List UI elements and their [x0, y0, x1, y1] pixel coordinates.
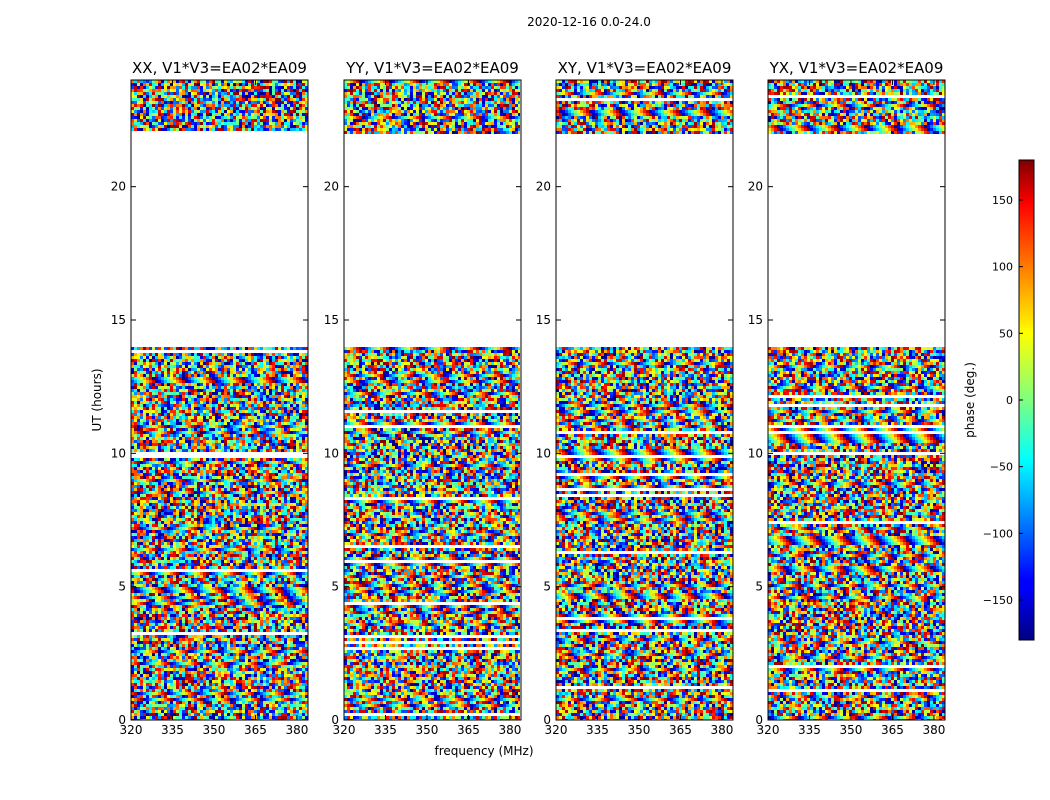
x-tick-label: 365	[457, 723, 480, 737]
colorbar-tick-label: −150	[983, 594, 1013, 607]
panel-title: YY, V1*V3=EA02*EA09	[345, 59, 519, 77]
x-tick-label: 350	[628, 723, 651, 737]
y-tick-label: 20	[111, 180, 126, 194]
colorbar-tick-label: 50	[999, 327, 1013, 340]
panel-1: YY, V1*V3=EA02*EA09 320 335 350 365 380 0 5 10 15…	[324, 59, 522, 737]
y-tick-label: 15	[324, 313, 339, 327]
colorbar-tick-label: −50	[990, 461, 1013, 474]
x-tick-label: 350	[203, 723, 226, 737]
y-tick-label: 10	[111, 446, 126, 460]
x-tick-label: 335	[374, 723, 397, 737]
panel-3: YX, V1*V3=EA02*EA09 320 335 350 365 380 0 5 10 15…	[748, 59, 946, 737]
y-tick-label: 0	[543, 713, 551, 727]
x-axis-label: frequency (MHz)	[434, 744, 533, 758]
colorbar: 150 100 50 0 −50 −100 −150 phase (deg.)	[963, 159, 1035, 641]
colorbar-tick-label: −100	[983, 527, 1013, 540]
plot-frame	[555, 79, 734, 721]
y-tick-label: 5	[118, 580, 126, 594]
y-tick-label: 15	[748, 313, 763, 327]
y-tick-label: 20	[748, 180, 763, 194]
x-tick-label: 365	[669, 723, 692, 737]
panel-title: YX, V1*V3=EA02*EA09	[769, 59, 944, 77]
y-tick-label: 15	[536, 313, 551, 327]
colorbar-ticks: 150 100 50 0 −50 −100 −150	[983, 194, 1023, 607]
y-tick-label: 20	[324, 180, 339, 194]
x-tick-label: 365	[244, 723, 267, 737]
colorbar-tick-label: 0	[1006, 394, 1013, 407]
x-tick-label: 350	[416, 723, 439, 737]
panel-title: XY, V1*V3=EA02*EA09	[558, 59, 732, 77]
x-tick-label: 320	[545, 723, 568, 737]
heatmap-image	[131, 80, 308, 720]
y-tick-label: 0	[118, 713, 126, 727]
y-tick-label: 20	[536, 180, 551, 194]
colorbar-label: phase (deg.)	[963, 362, 977, 438]
x-tick-label: 365	[881, 723, 904, 737]
y-axis-label: UT (hours)	[90, 368, 104, 431]
colorbar-tick-label: 100	[992, 261, 1013, 274]
x-tick-label: 380	[498, 723, 521, 737]
panel-2: XY, V1*V3=EA02*EA09 320 335 350 365 380 0 5 10 15…	[536, 59, 734, 737]
x-tick-label: 380	[285, 723, 308, 737]
x-tick-label: 335	[161, 723, 184, 737]
heatmap-image	[344, 80, 520, 720]
y-tick-label: 5	[755, 580, 763, 594]
plot-frame	[343, 79, 522, 721]
heatmap-image	[768, 80, 945, 720]
y-tick-label: 0	[331, 713, 339, 727]
x-tick-label: 320	[333, 723, 356, 737]
heatmap-image	[556, 80, 733, 720]
x-tick-label: 380	[710, 723, 733, 737]
panels-group: XX, V1*V3=EA02*EA09 320 335 350 365 380 0 5 10 15…	[111, 59, 946, 737]
x-tick-label: 320	[757, 723, 780, 737]
y-tick-label: 10	[324, 446, 339, 460]
x-tick-label: 320	[120, 723, 143, 737]
plot-frame	[130, 79, 309, 721]
y-tick-label: 10	[748, 446, 763, 460]
y-tick-label: 10	[536, 446, 551, 460]
panel-0: XX, V1*V3=EA02*EA09 320 335 350 365 380 0 5 10 15…	[111, 59, 309, 737]
y-tick-label: 15	[111, 313, 126, 327]
y-tick-label: 5	[543, 580, 551, 594]
panel-title: XX, V1*V3=EA02*EA09	[132, 59, 307, 77]
x-tick-label: 335	[586, 723, 609, 737]
colorbar-tick-label: 150	[992, 194, 1013, 207]
x-tick-label: 350	[840, 723, 863, 737]
y-tick-label: 0	[755, 713, 763, 727]
x-tick-label: 335	[798, 723, 821, 737]
figure-suptitle: 2020-12-16 0.0-24.0	[527, 15, 651, 29]
x-tick-label: 380	[922, 723, 945, 737]
plot-frame	[767, 79, 946, 721]
y-tick-label: 5	[331, 580, 339, 594]
